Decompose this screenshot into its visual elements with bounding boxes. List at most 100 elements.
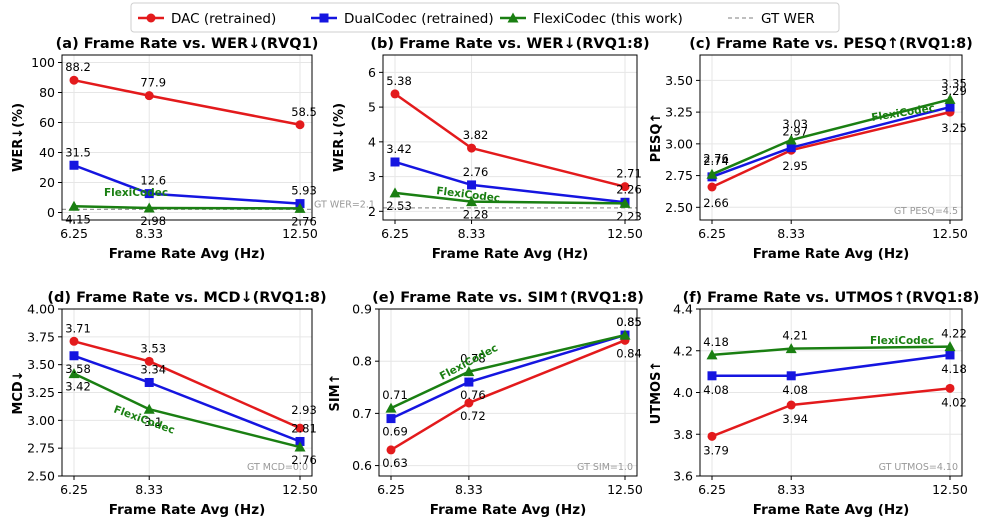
panel-a-label-dualcodec-0: 31.5	[65, 145, 91, 159]
panel-a-ytick-label-5: 100	[31, 55, 55, 70]
panel-f-point-dualcodec-0	[707, 371, 717, 381]
panel-c-label-flexicodec-0: 2.76	[703, 151, 729, 165]
panel-f-ytick-label-0: 3.6	[673, 469, 693, 484]
panel-a-label-dualcodec-1: 12.6	[140, 174, 166, 188]
panel-f-xtick-label-1: 8.33	[777, 482, 805, 497]
panel-c-label-dac-2: 3.25	[941, 121, 967, 135]
panel-b-ytick-label-2: 4	[368, 134, 376, 149]
panel-d-point-dualcodec-2	[295, 436, 305, 446]
panel-c-label-dualcodec-0: 2.74	[703, 154, 729, 168]
panel-a-point-dac-2	[295, 120, 305, 130]
panel-d-label-flexicodec-2: 2.76	[291, 453, 317, 467]
panel-f-point-dualcodec-1	[786, 371, 796, 381]
panel-c-flexicodec-annotation: FlexiCodec	[871, 102, 936, 124]
legend-label-dac: DAC (retrained)	[171, 11, 276, 27]
panel-b-ylabel: WER↓(%)	[332, 103, 347, 172]
panel-a-point-flexicodec-2	[294, 202, 306, 213]
legend-label-dualcodec: DualCodec (retrained)	[344, 11, 494, 27]
legend-label-gt-wer: GT WER	[761, 11, 815, 27]
panel-b-ytick-label-1: 3	[368, 169, 376, 184]
panel-d-ytick-label-2: 3.00	[27, 413, 55, 428]
panel-a-ytick-label-0: 0	[47, 205, 55, 220]
panel-f-label-dualcodec-0: 4.08	[703, 383, 729, 397]
panel-a-xlabel: Frame Rate Avg (Hz)	[109, 246, 266, 262]
panel-d-label-dualcodec-0: 3.58	[65, 362, 91, 376]
legend-marker-flexicodec	[507, 12, 519, 23]
panel-a-line-flexicodec	[73, 205, 301, 210]
panel-e-label-flexicodec-2: 0.85	[616, 315, 642, 329]
panel-c-label-dac-0: 2.66	[703, 196, 729, 210]
panel-b-label-flexicodec-2: 2.23	[616, 209, 642, 223]
panel-a-flexicodec-annotation: FlexiCodec	[104, 187, 168, 199]
panel-b-ytick-label-4: 6	[368, 65, 376, 80]
panel-b-point-dac-1	[467, 143, 477, 153]
panel-c: GT PESQ=4.5 2.66 2.95 3.25 2.74 2.97 3.29 2.76 3…	[649, 36, 973, 262]
panel-b-label-dac-2: 2.71	[616, 167, 642, 181]
panel-c-ytick-label-2: 3.00	[665, 136, 693, 151]
panel-a-label-dualcodec-2: 5.93	[291, 184, 317, 198]
panel-a-title: (a) Frame Rate vs. WER↓(RVQ1)	[56, 36, 319, 52]
panel-f-label-dac-0: 3.79	[703, 443, 729, 457]
panel-e-point-dac-0	[386, 445, 396, 455]
panel-d-point-flexicodec-2	[294, 441, 306, 452]
panel-c-label-dualcodec-1: 2.97	[782, 125, 808, 139]
panel-b-point-flexicodec-1	[466, 196, 478, 207]
panel-e-xlabel: Frame Rate Avg (Hz)	[430, 502, 587, 518]
panel-a-label-flexicodec-0: 4.15	[65, 212, 91, 226]
panel-a-ylabel: WER↓(%)	[11, 103, 26, 172]
panel-d-ytick-label-0: 2.50	[27, 469, 55, 484]
panel-b-ytick-label-3: 5	[368, 100, 376, 115]
panel-f-ytick-label-3: 4.2	[673, 343, 693, 358]
panel-d-title: (d) Frame Rate vs. MCD↓(RVQ1:8)	[47, 290, 326, 306]
panel-a-ytick-label-4: 80	[39, 85, 55, 100]
panel-e-frame	[378, 308, 638, 477]
panel-d-point-dualcodec-1	[144, 377, 154, 387]
panel-d-gt-label: GT MCD=0.0	[247, 462, 308, 473]
legend: DAC (retrained) DualCodec (retrained) Flex…	[130, 2, 840, 33]
panel-c-point-flexicodec-2	[944, 93, 956, 104]
panel-e-title: (e) Frame Rate vs. SIM↑(RVQ1:8)	[372, 290, 644, 306]
panel-d-label-dualcodec-1: 3.34	[140, 362, 166, 376]
panel-d-xtick-label-1: 8.33	[135, 482, 163, 497]
panel-d-point-dualcodec-0	[69, 351, 79, 361]
panel-d-point-flexicodec-1	[143, 403, 155, 414]
panel-b-point-dac-2	[620, 182, 630, 192]
panel-b-label-dualcodec-1: 2.76	[463, 165, 489, 179]
panel-e-point-flexicodec-1	[463, 366, 475, 377]
panel-c-point-dac-0	[707, 182, 717, 192]
panel-d-label-dac-2: 2.93	[291, 403, 317, 417]
panel-a-point-flexicodec-0	[68, 200, 80, 211]
panel-d-label-dualcodec-2: 2.81	[291, 421, 317, 435]
panel-e-point-dualcodec-1	[464, 377, 474, 387]
panel-d-line-dac	[73, 340, 301, 430]
panel-c-point-dualcodec-2	[945, 102, 955, 112]
legend-frame	[130, 2, 840, 33]
panel-c-xlabel: Frame Rate Avg (Hz)	[753, 246, 910, 262]
panel-f-ytick-label-2: 4.0	[673, 385, 693, 400]
panel-b-xlabel: Frame Rate Avg (Hz)	[432, 246, 589, 262]
legend-marker-dualcodec	[319, 13, 329, 23]
panel-f-label-dualcodec-2: 4.18	[941, 362, 967, 376]
panel-c-point-flexicodec-0	[706, 168, 718, 179]
panel-e-label-flexicodec-0: 0.71	[382, 388, 408, 402]
panel-c-gt-label: GT PESQ=4.5	[894, 206, 958, 217]
panel-a-label-flexicodec-2: 2.76	[291, 214, 317, 228]
panel-c-point-dualcodec-1	[786, 143, 796, 153]
panel-d-label-flexicodec-0: 3.42	[65, 380, 91, 394]
panel-a-label-dac-0: 88.2	[65, 60, 91, 74]
panel-a-xtick-label-2: 12.50	[282, 226, 318, 241]
panel-f-line-dac	[711, 387, 951, 438]
panel-c-label-dac-1: 2.95	[782, 159, 808, 173]
panel-d-ytick-label-3: 3.25	[27, 385, 55, 400]
panel-b-xtick-label-1: 8.33	[458, 226, 486, 241]
panel-d-xlabel: Frame Rate Avg (Hz)	[109, 502, 266, 518]
panel-e-line-dualcodec	[390, 333, 626, 420]
panel-f-xlabel: Frame Rate Avg (Hz)	[753, 502, 910, 518]
panel-b-point-dac-0	[390, 89, 400, 99]
panel-b-point-dualcodec-1	[467, 180, 477, 190]
panel-f-gt-label: GT UTMOS=4.10	[879, 462, 958, 473]
panel-e-ytick-label-2: 0.8	[352, 354, 372, 369]
panel-b-label-dac-1: 3.82	[463, 128, 489, 142]
panel-e-label-dac-1: 0.72	[460, 409, 486, 423]
panel-b-label-dac-0: 5.38	[386, 74, 412, 88]
